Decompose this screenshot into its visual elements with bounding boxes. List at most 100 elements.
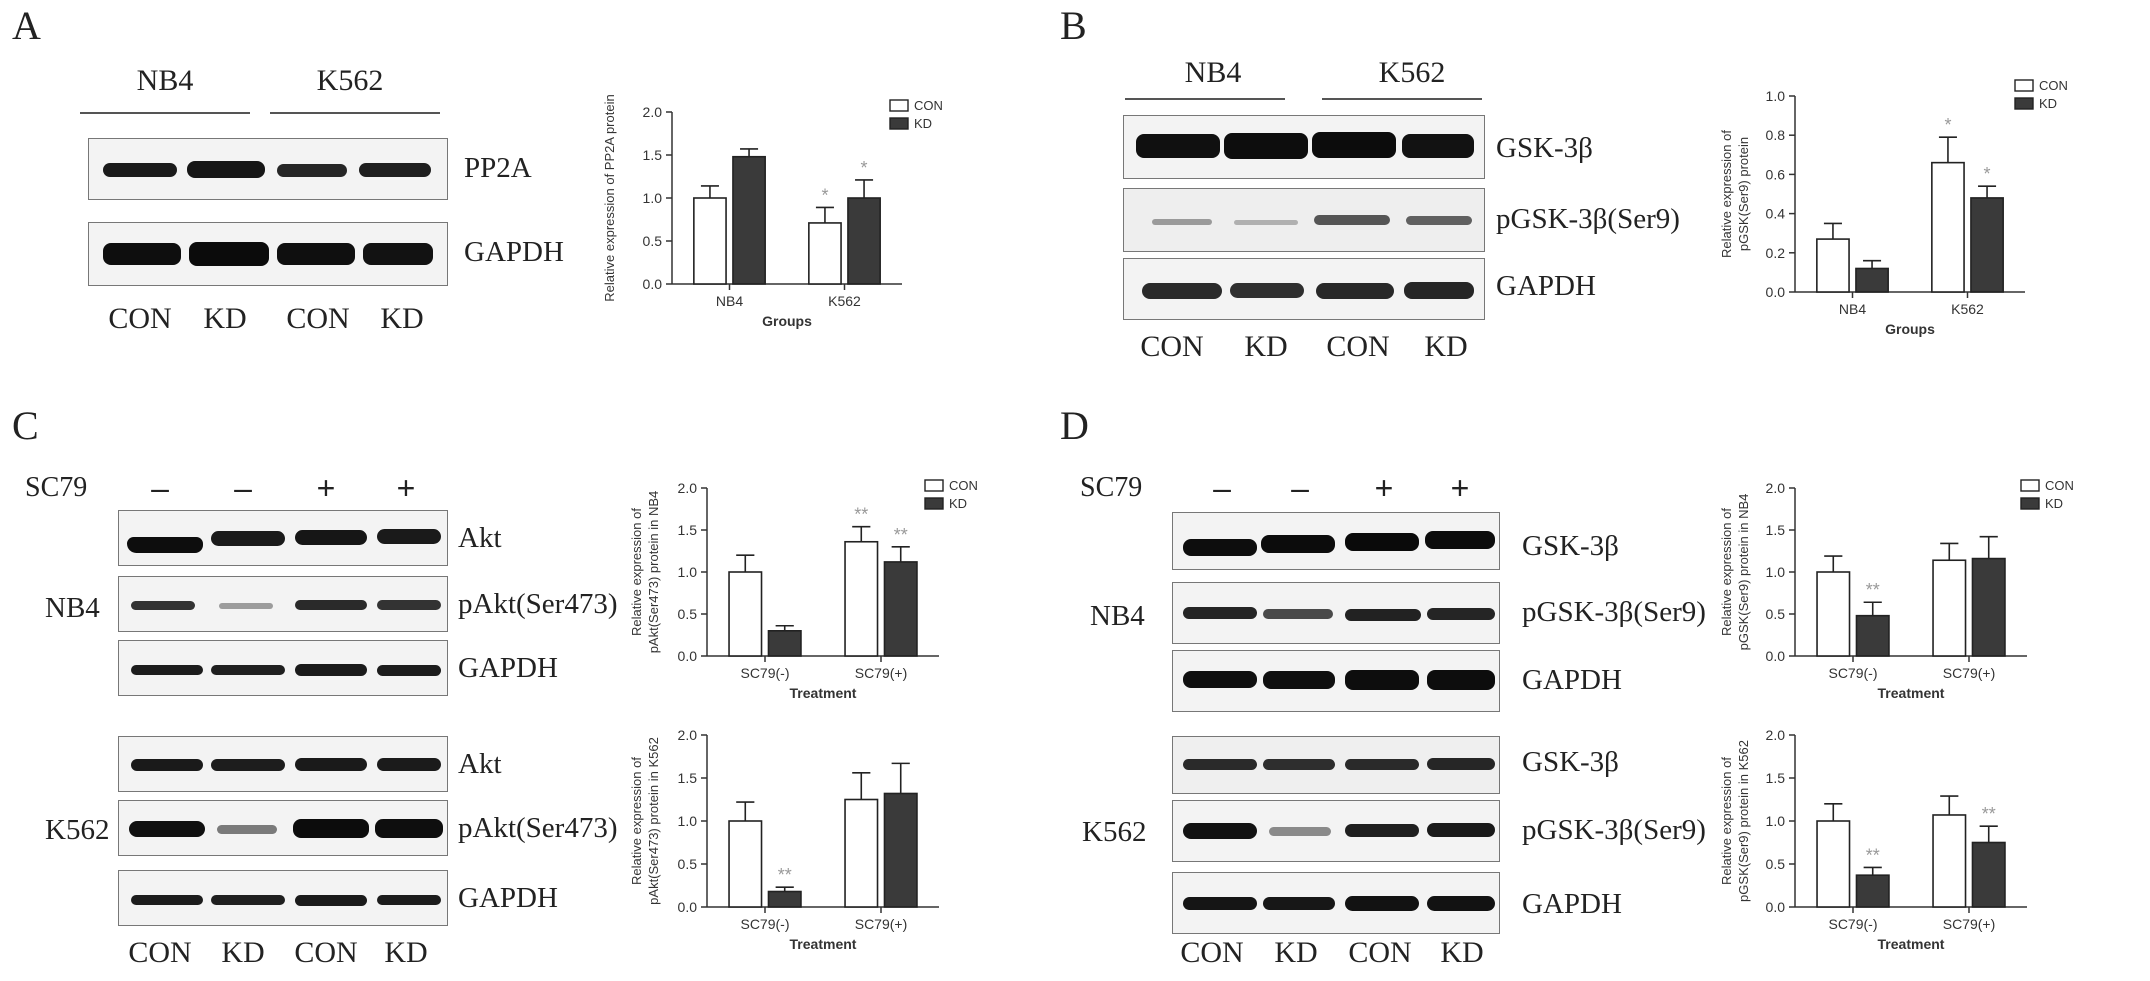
- x-tick-label: SC79(+): [855, 665, 908, 681]
- x-tick-label: NB4: [716, 293, 743, 309]
- significance-mark: *: [1944, 115, 1951, 135]
- y-tick-label: 1.0: [1766, 88, 1786, 104]
- band-label-pgsk3b-b: pGSK-3β(Ser9): [1496, 203, 1680, 235]
- significance-mark: *: [821, 185, 828, 205]
- x-tick-label: SC79(+): [1943, 665, 1996, 681]
- y-axis-label: pAkt(Ser473) protein in K562: [646, 737, 661, 905]
- x-tick-label: SC79(+): [1943, 916, 1996, 932]
- significance-mark: **: [894, 525, 908, 545]
- y-tick-label: 0.0: [1766, 284, 1786, 300]
- y-axis-label: pGSK(Ser9) protein: [1736, 137, 1751, 251]
- sc79-label-c: SC79: [25, 472, 88, 503]
- bar-kd-1: [1970, 197, 2004, 293]
- y-axis-label: Relative expression of: [629, 508, 644, 636]
- y-tick-label: 1.5: [643, 147, 663, 163]
- significance-mark: **: [1866, 580, 1880, 600]
- y-tick-label: 2.0: [678, 480, 698, 496]
- group-label-k562: K562: [316, 64, 384, 97]
- significance-mark: **: [1866, 845, 1880, 865]
- blot-c-akt-k562: [118, 736, 448, 792]
- y-tick-label: 1.0: [1766, 813, 1786, 829]
- legend-swatch: [924, 497, 944, 510]
- x-axis-label: Treatment: [790, 685, 857, 701]
- bar-kd-1: [883, 792, 918, 908]
- lane-label-b-3: CON: [1326, 330, 1390, 363]
- lane-label-c-3: CON: [294, 936, 358, 969]
- group-label-nb4: NB4: [136, 64, 194, 97]
- x-tick-label: K562: [828, 293, 861, 309]
- panel-label-a: A: [12, 3, 41, 48]
- bar-con-1: [1932, 814, 1967, 908]
- y-axis-label: Relative expression of: [629, 757, 644, 885]
- cell-line-label-nb4-d: NB4: [1090, 600, 1145, 632]
- bar-con-1: [1932, 559, 1967, 657]
- y-tick-label: 0.5: [1766, 606, 1786, 622]
- y-tick-label: 2.0: [1766, 727, 1786, 743]
- bar-kd-1: [847, 197, 881, 285]
- panel-label-b: B: [1060, 3, 1087, 48]
- legend-entry: KD: [2045, 496, 2063, 511]
- blot-d-pgsk3b-nb4: [1172, 582, 1500, 644]
- lane-label-c-2: KD: [221, 936, 265, 969]
- lane-label-d-3: CON: [1348, 936, 1412, 969]
- lane-label-d-2: KD: [1274, 936, 1318, 969]
- chart-a: 0.0 0.5 1.0 1.5 2.0 Relative expression of PP…: [602, 94, 943, 329]
- legend-entry: KD: [2039, 96, 2057, 111]
- x-tick-label: SC79(+): [855, 916, 908, 932]
- blot-b-gapdh: [1123, 258, 1485, 320]
- y-tick-label: 1.5: [1766, 770, 1786, 786]
- bar-con-0: [1816, 820, 1851, 908]
- bar-kd-1: [1971, 841, 2006, 908]
- cell-line-label-k562-d: K562: [1082, 816, 1147, 848]
- x-tick-label: K562: [1951, 301, 1984, 317]
- band-label-gapdh-c-k562: GAPDH: [458, 882, 558, 914]
- y-tick-label: 0.6: [1766, 166, 1786, 182]
- blot-c-akt-nb4: [118, 510, 448, 566]
- band-label-gapdh-b: GAPDH: [1496, 270, 1596, 302]
- lane-label-c-4: KD: [384, 936, 428, 969]
- legend-entry: CON: [914, 98, 943, 113]
- y-axis-label: pAkt(Ser473) protein in NB4: [646, 491, 661, 654]
- legend-entry: CON: [2039, 78, 2068, 93]
- significance-mark: *: [1984, 164, 1991, 184]
- cell-line-label-nb4-c: NB4: [45, 592, 100, 624]
- band-label-pgsk3b-d-nb4: pGSK-3β(Ser9): [1522, 596, 1706, 628]
- y-tick-label: 0.0: [678, 648, 698, 664]
- bar-con-0: [728, 571, 763, 657]
- legend-swatch: [889, 117, 909, 130]
- blot-c-pakt-k562: [118, 800, 448, 856]
- legend-entry: KD: [949, 496, 967, 511]
- sc79-label-d: SC79: [1080, 472, 1143, 503]
- y-tick-label: 0.4: [1766, 206, 1786, 222]
- sc79-sign-d-3: +: [1374, 470, 1394, 506]
- y-axis-label: pGSK(Ser9) protein in K562: [1736, 740, 1751, 902]
- lane-label-d-1: CON: [1180, 936, 1244, 969]
- y-tick-label: 0.5: [678, 856, 698, 872]
- x-axis-label: Groups: [762, 313, 812, 329]
- bar-con-1: [808, 222, 842, 285]
- x-axis-label: Treatment: [1878, 936, 1945, 952]
- band-label-gsk3b-d-k562: GSK-3β: [1522, 746, 1619, 778]
- lane-label-b-4: KD: [1424, 330, 1468, 363]
- lane-label-a-3: CON: [286, 302, 350, 335]
- bar-con-0: [1816, 571, 1851, 657]
- band-label-pakt-nb4: pAkt(Ser473): [458, 588, 618, 620]
- sc79-sign-d-1: –: [1213, 470, 1231, 506]
- y-tick-label: 1.0: [1766, 564, 1786, 580]
- lane-label-b-1: CON: [1140, 330, 1204, 363]
- lane-label-b-2: KD: [1244, 330, 1288, 363]
- y-tick-label: 0.2: [1766, 245, 1786, 261]
- blot-a-gapdh: [88, 222, 448, 286]
- lane-label-a-4: KD: [380, 302, 424, 335]
- x-axis-label: Treatment: [790, 936, 857, 952]
- sc79-sign-c-4: +: [396, 470, 416, 506]
- x-tick-label: SC79(-): [1828, 665, 1877, 681]
- bar-kd-1: [883, 561, 918, 657]
- legend-swatch: [2020, 497, 2040, 510]
- band-label-gsk3b-d-nb4: GSK-3β: [1522, 530, 1619, 562]
- blot-d-pgsk3b-k562: [1172, 800, 1500, 862]
- y-tick-label: 0.0: [678, 899, 698, 915]
- bar-kd-0: [1855, 874, 1890, 908]
- band-label-pp2a: PP2A: [464, 152, 532, 184]
- blot-d-gsk3b-nb4: [1172, 512, 1500, 570]
